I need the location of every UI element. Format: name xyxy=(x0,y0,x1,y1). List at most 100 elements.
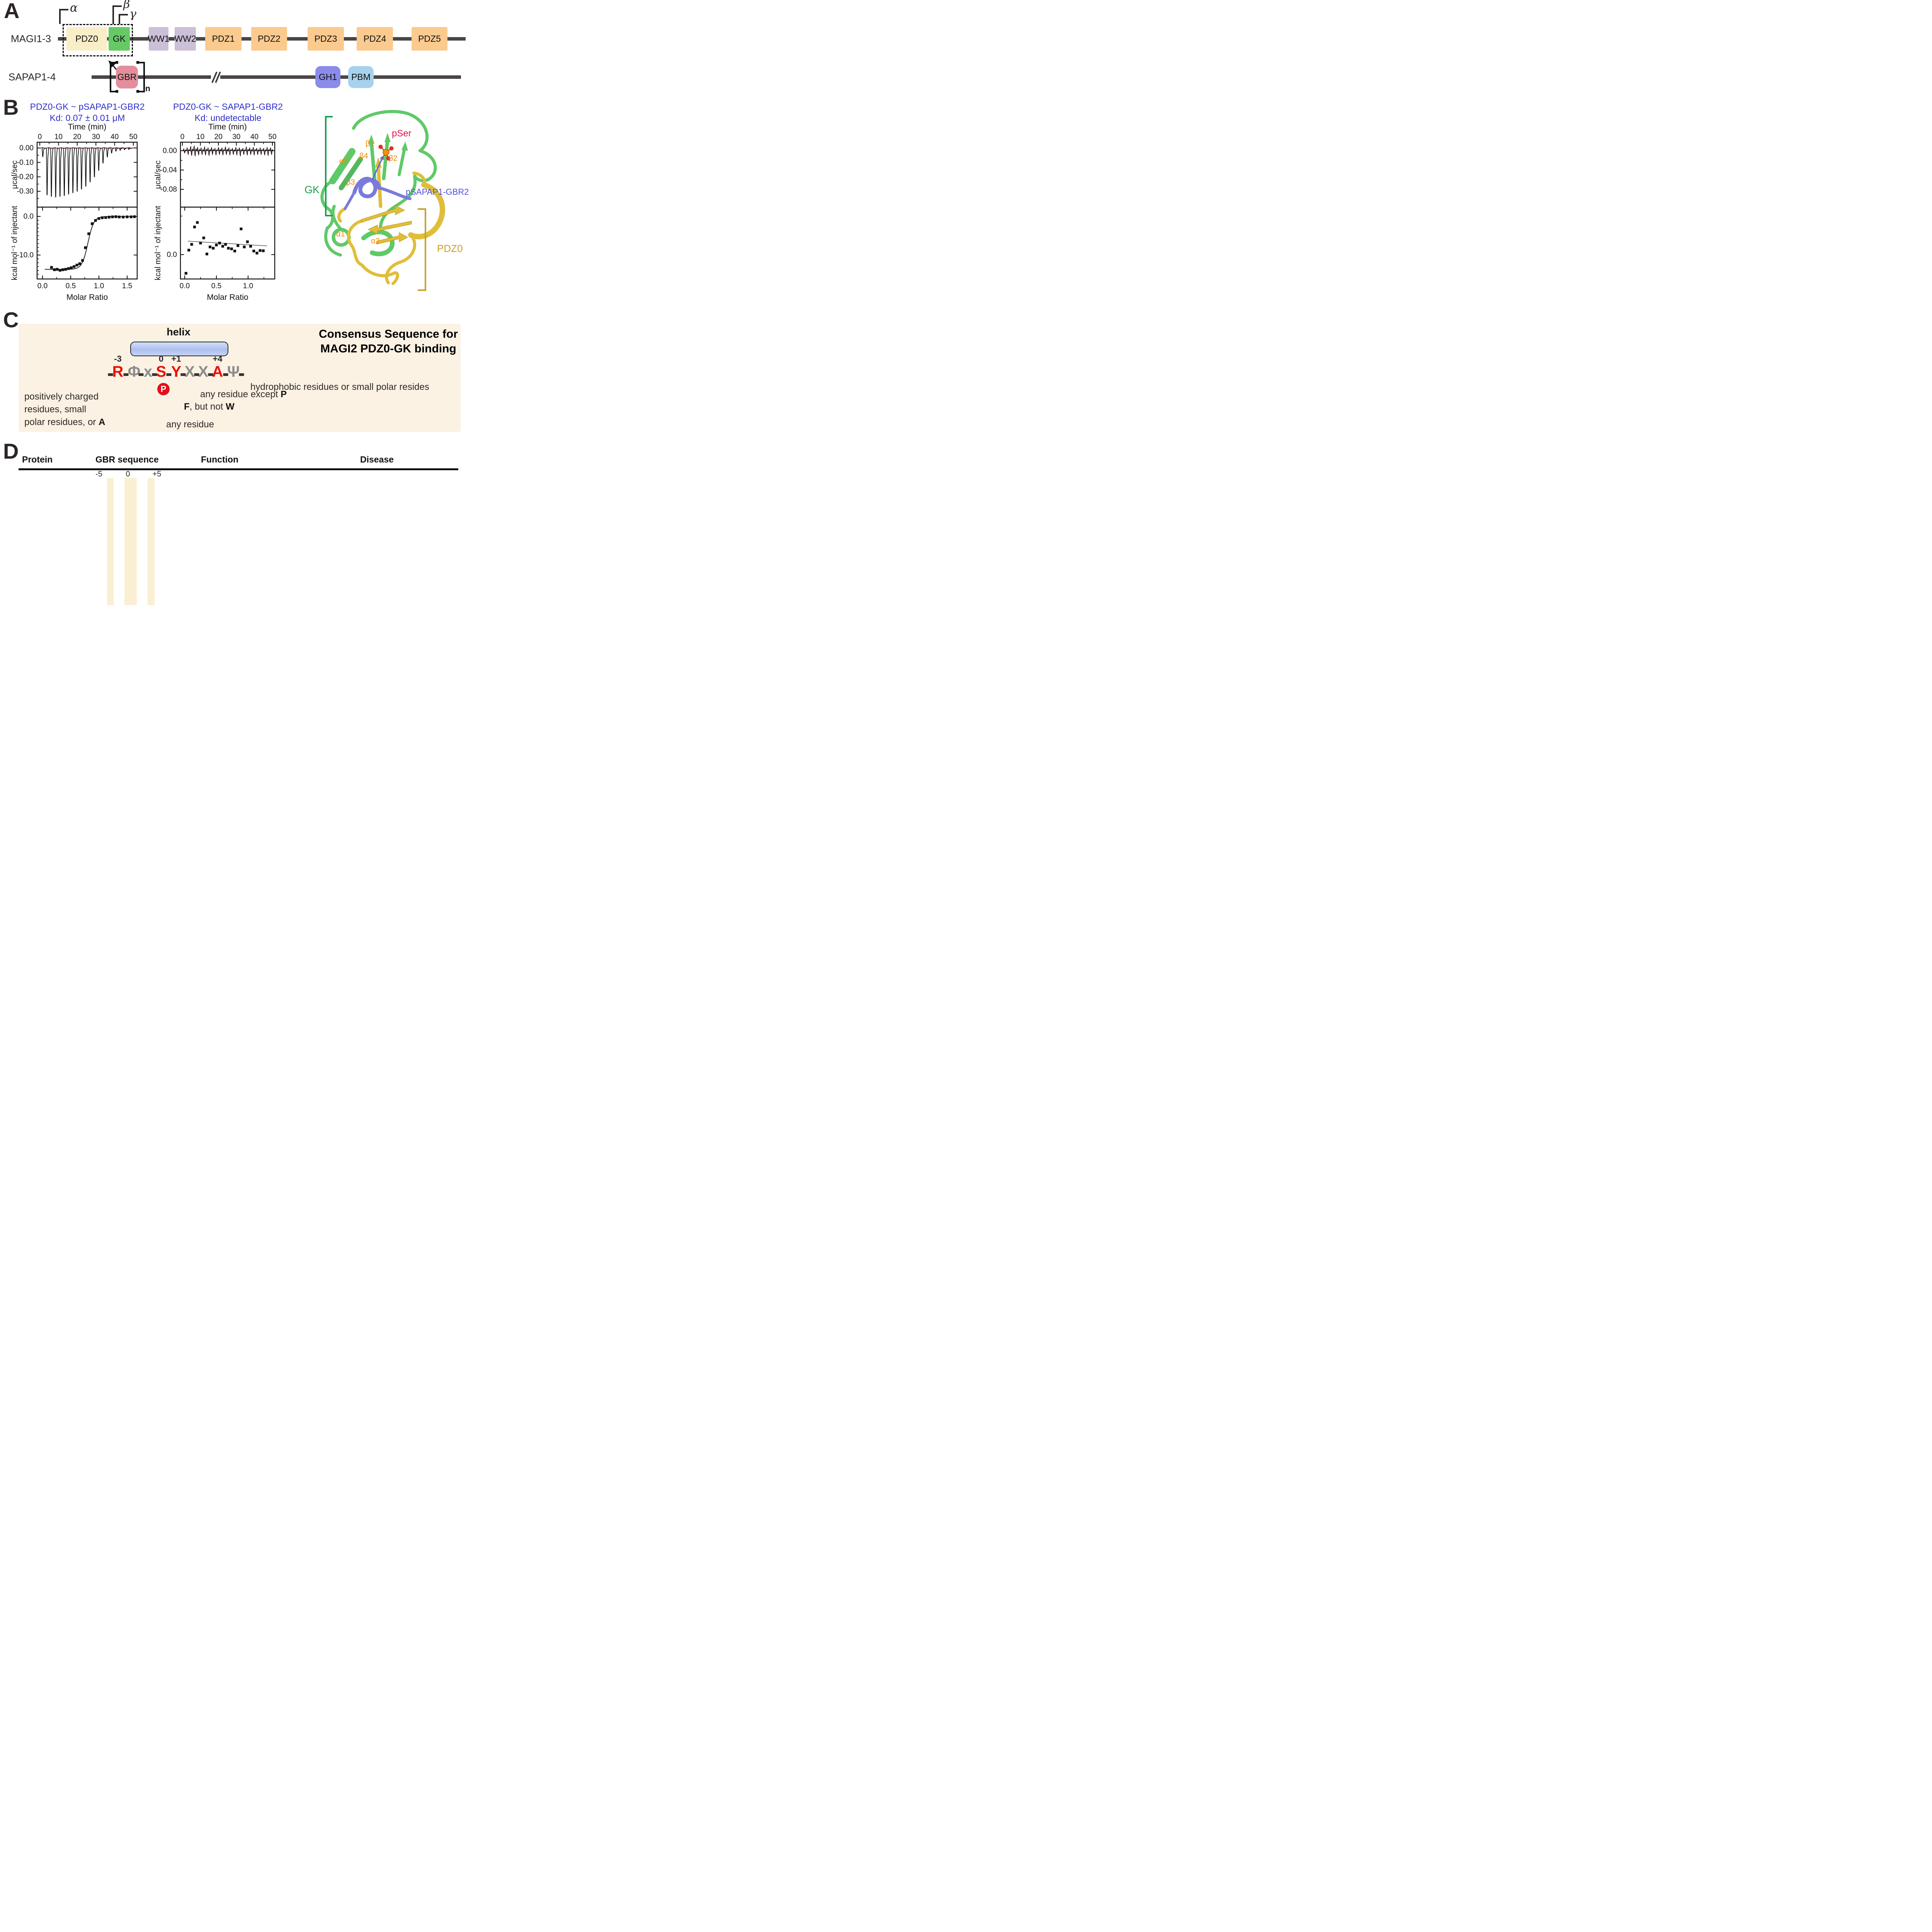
panel-c-background xyxy=(19,324,461,432)
domain-gh1-label: GH1 xyxy=(318,72,337,82)
svg-text:0.00: 0.00 xyxy=(19,144,34,152)
peptide-label: pSAPAP1-GBR2 xyxy=(406,187,469,197)
pdz0-structure-label: PDZ0 xyxy=(437,243,463,254)
sse-label-b1: β1 xyxy=(366,139,374,148)
domain-pdz0: PDZ0 xyxy=(66,27,107,51)
svg-text:-0.30: -0.30 xyxy=(17,187,34,196)
figure-graphics: 0 10 20 30 40 500.00-0.10-0.20-0.30μcal/sec0.… xyxy=(10,5,466,425)
domain-gbr-label: GBR xyxy=(117,72,137,82)
pser-ball-stick xyxy=(371,145,394,180)
domain-pdz2: PDZ2 xyxy=(251,27,287,51)
highlight-band-r xyxy=(107,478,114,605)
consensus-dash xyxy=(108,373,113,376)
gbr-bracket-serifs xyxy=(116,61,139,93)
helix-label: helix xyxy=(167,326,190,338)
alpha-bracket xyxy=(59,9,68,24)
phospho-badge: P xyxy=(157,383,170,395)
consensus-title-line2: MAGI2 PDZ0-GK binding xyxy=(320,342,456,355)
svg-text:kcal mol⁻¹ of injectant: kcal mol⁻¹ of injectant xyxy=(10,206,19,280)
svg-text:Time (min): Time (min) xyxy=(208,122,247,131)
svg-text:40: 40 xyxy=(250,133,259,141)
svg-text:Molar Ratio: Molar Ratio xyxy=(66,293,108,302)
domain-pdz1: PDZ1 xyxy=(205,27,242,51)
svg-text:0: 0 xyxy=(180,133,185,141)
panel-d-label: D xyxy=(3,439,19,463)
consensus-letter-S: S xyxy=(156,363,167,380)
sse-label-b4: β4 xyxy=(359,152,368,160)
panel-c-label: C xyxy=(3,308,19,332)
svg-text:50: 50 xyxy=(268,133,276,141)
alpha-region-label: α xyxy=(70,1,78,15)
sapap-row-label: SAPAP1-4 xyxy=(9,71,56,83)
svg-text:kcal mol⁻¹ of injectant: kcal mol⁻¹ of injectant xyxy=(154,206,162,280)
domain-pdz5: PDZ5 xyxy=(412,27,447,51)
gk-structure-label: GK xyxy=(304,184,320,196)
annotation-any-except-p: any residue except P xyxy=(200,389,287,400)
annotation-hydrophobic: hydrophobic residues or small polar resi… xyxy=(250,382,429,392)
sse-label-b3: β3 xyxy=(346,178,355,187)
svg-text:-0.08: -0.08 xyxy=(160,185,177,194)
position-label-p1: +1 xyxy=(171,354,181,364)
seq-ruler-m5: -5 xyxy=(95,470,102,478)
column-header-function: Function xyxy=(201,454,239,464)
consensus-dash xyxy=(180,373,185,376)
consensus-dash xyxy=(223,373,228,376)
seq-ruler-0: 0 xyxy=(126,470,130,478)
svg-text:-0.20: -0.20 xyxy=(17,173,34,181)
pdz0-bracket xyxy=(418,208,426,291)
svg-text:30: 30 xyxy=(232,133,240,141)
consensus-letter-x: x xyxy=(143,363,153,380)
svg-text:10: 10 xyxy=(54,133,63,141)
position-label-m3: -3 xyxy=(114,354,122,364)
consensus-letter-Φ: Φ xyxy=(128,363,141,380)
consensus-dash xyxy=(194,373,199,376)
seq-ruler-p5: +5 xyxy=(152,470,162,478)
svg-text:0.0: 0.0 xyxy=(24,213,34,221)
domain-pdz3: PDZ3 xyxy=(308,27,344,51)
annotation-f-not-w: F, but not W xyxy=(184,401,235,412)
svg-text:10: 10 xyxy=(196,133,204,141)
itc-left-title: PDZ0-GK ~ pSAPAP1-GBR2 xyxy=(30,102,145,112)
svg-text:μcal/sec: μcal/sec xyxy=(154,160,162,189)
position-label-p4: +4 xyxy=(213,354,223,364)
table-top-rule xyxy=(19,468,458,470)
gamma-bracket xyxy=(119,14,128,24)
highlight-band-sy xyxy=(124,478,137,605)
gk-strand-arrowheads xyxy=(368,133,408,151)
svg-text:1.0: 1.0 xyxy=(94,282,104,290)
figure-canvas: 0 10 20 30 40 50 0.00 -0.10 -0.20 -0.30 μcal/sec 0.… xyxy=(0,0,472,605)
panel-a-label: A xyxy=(4,0,20,23)
sse-label-b2: β2 xyxy=(389,154,398,163)
domain-pbm: PBM xyxy=(348,66,374,88)
sse-label-a2: α2 xyxy=(371,237,380,245)
annotation-any-residue: any residue xyxy=(166,419,214,430)
svg-text:30: 30 xyxy=(92,133,100,141)
consensus-letter-Y: Y xyxy=(171,363,182,380)
sapap-backbone xyxy=(92,75,461,79)
peptide-ribbon xyxy=(344,177,412,210)
domain-gh1: GH1 xyxy=(315,66,340,88)
column-header-disease: Disease xyxy=(360,454,394,464)
structure-cartoon xyxy=(320,110,446,291)
svg-text:20: 20 xyxy=(73,133,81,141)
domain-gk: GK xyxy=(109,27,130,51)
gbr-repeat-brackets xyxy=(110,62,145,92)
svg-text:40: 40 xyxy=(111,133,119,141)
column-header-gbr-sequence: GBR sequence xyxy=(95,454,159,464)
consensus-dash xyxy=(152,373,157,376)
beta-region-label: β xyxy=(123,0,130,11)
pdz0-gk-dashed-box xyxy=(63,24,133,56)
svg-text:0.0: 0.0 xyxy=(37,282,48,290)
svg-text:1.5: 1.5 xyxy=(122,282,132,290)
pdz0-strand-arrows xyxy=(361,158,412,245)
consensus-letter-Ψ: Ψ xyxy=(227,363,240,380)
domain-ww2: WW2 xyxy=(174,27,196,51)
consensus-letter-X: X xyxy=(184,363,195,380)
svg-text:1.0: 1.0 xyxy=(243,282,253,290)
consensus-dash xyxy=(239,373,244,376)
svg-text:0.5: 0.5 xyxy=(66,282,76,290)
gk-bracket xyxy=(325,116,333,216)
svg-text:μcal/sec: μcal/sec xyxy=(10,160,19,189)
svg-text:0.00: 0.00 xyxy=(163,147,177,155)
